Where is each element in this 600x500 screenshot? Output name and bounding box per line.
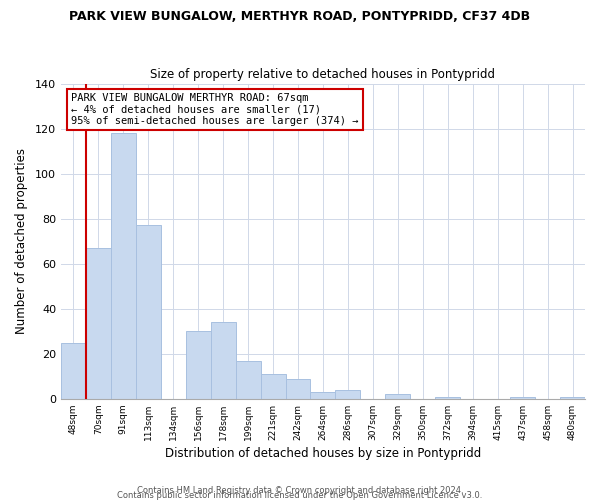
Title: Size of property relative to detached houses in Pontypridd: Size of property relative to detached ho… bbox=[151, 68, 496, 81]
Text: Contains HM Land Registry data © Crown copyright and database right 2024.: Contains HM Land Registry data © Crown c… bbox=[137, 486, 463, 495]
Text: Contains public sector information licensed under the Open Government Licence v3: Contains public sector information licen… bbox=[118, 491, 482, 500]
Bar bbox=[510, 396, 535, 399]
Bar bbox=[385, 394, 410, 399]
Bar bbox=[310, 392, 335, 399]
Bar bbox=[236, 360, 260, 399]
Bar bbox=[61, 342, 86, 399]
Bar bbox=[286, 378, 310, 399]
Bar bbox=[86, 248, 111, 399]
Bar bbox=[211, 322, 236, 399]
Text: PARK VIEW BUNGALOW, MERTHYR ROAD, PONTYPRIDD, CF37 4DB: PARK VIEW BUNGALOW, MERTHYR ROAD, PONTYP… bbox=[70, 10, 530, 23]
Y-axis label: Number of detached properties: Number of detached properties bbox=[15, 148, 28, 334]
Bar bbox=[136, 226, 161, 399]
Bar bbox=[335, 390, 361, 399]
Text: PARK VIEW BUNGALOW MERTHYR ROAD: 67sqm
← 4% of detached houses are smaller (17)
: PARK VIEW BUNGALOW MERTHYR ROAD: 67sqm ←… bbox=[71, 93, 359, 126]
Bar bbox=[186, 332, 211, 399]
Bar bbox=[560, 396, 585, 399]
X-axis label: Distribution of detached houses by size in Pontypridd: Distribution of detached houses by size … bbox=[165, 447, 481, 460]
Bar bbox=[260, 374, 286, 399]
Bar bbox=[435, 396, 460, 399]
Bar bbox=[111, 133, 136, 399]
